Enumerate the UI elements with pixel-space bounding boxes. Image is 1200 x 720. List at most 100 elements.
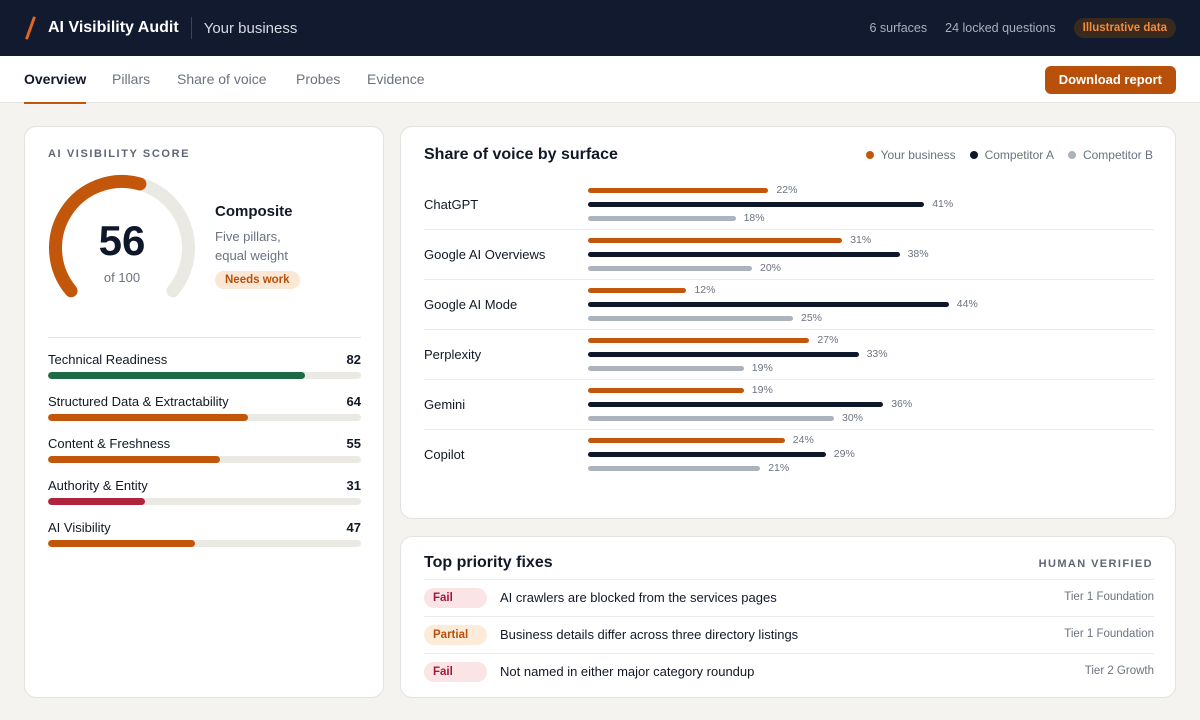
- sov-bar-value-label: 36%: [891, 398, 913, 410]
- sov-bar-value-label: 31%: [850, 234, 872, 246]
- pillar-track: [48, 372, 361, 379]
- legend-label: Your business: [880, 148, 956, 162]
- pillar-track: [48, 498, 361, 505]
- fixes-title: Top priority fixes: [424, 554, 553, 571]
- sov-bar: [588, 366, 744, 371]
- pillar-name: Technical Readiness: [48, 352, 168, 367]
- score-value: 56: [98, 217, 146, 264]
- logo-slash-icon: [24, 17, 36, 39]
- fix-status-badge: Partial: [424, 625, 487, 645]
- legend-your-business: Your business: [865, 148, 956, 162]
- pillar-fill: [48, 372, 305, 379]
- pillar-fill: [48, 456, 221, 463]
- sov-bar: [588, 266, 752, 271]
- sov-bar: [588, 238, 843, 243]
- fix-row[interactable]: Partial Business details differ across t…: [424, 616, 1154, 653]
- pillar-fill: [48, 414, 249, 421]
- locked-questions-count: 24 locked questions: [945, 21, 1056, 35]
- tab-evidence[interactable]: Evidence: [367, 71, 425, 87]
- sov-bar-value-label: 29%: [833, 448, 855, 460]
- sov-bar-value-label: 21%: [768, 462, 790, 474]
- priority-fixes-card: Top priority fixes HUMAN VERIFIED Fail A…: [400, 536, 1176, 698]
- score-eyebrow: AI VISIBILITY SCORE: [48, 148, 191, 160]
- sov-bar-value-label: 30%: [842, 412, 864, 424]
- sov-bar-value-label: 25%: [801, 312, 823, 324]
- header-meta: 6 surfaces 24 locked questions Illustrat…: [869, 18, 1176, 38]
- pillar-score: 82: [346, 352, 361, 367]
- fix-description: AI crawlers are blocked from the service…: [500, 590, 777, 605]
- pillar-fill: [48, 498, 146, 505]
- fix-status-badge: Fail: [424, 588, 487, 608]
- sov-row-gemini: Gemini 19% 36% 30%: [424, 380, 1154, 430]
- sov-bar-value-label: 18%: [743, 212, 765, 224]
- pillar-name: Authority & Entity: [48, 478, 148, 493]
- sov-bar-value-label: 33%: [866, 348, 888, 360]
- sov-surface-label: Gemini: [424, 397, 466, 412]
- sov-row-chatgpt: ChatGPT 22% 41% 18%: [424, 180, 1154, 230]
- status-badge: Needs work: [215, 271, 300, 289]
- pillar-technical-readiness: Technical Readiness 82: [48, 352, 361, 379]
- sov-bar: [588, 452, 826, 457]
- pillar-name: AI Visibility: [48, 520, 111, 535]
- sov-bar: [588, 466, 761, 471]
- fix-tier: Tier 2 Growth: [1084, 665, 1154, 677]
- pillar-fill: [48, 540, 196, 547]
- pillar-authority-entity: Authority & Entity 31: [48, 478, 361, 505]
- legend-dot: [969, 151, 978, 159]
- sov-bar-value-label: 19%: [751, 362, 773, 374]
- composite-title: Composite: [215, 203, 293, 220]
- share-of-voice-card: Share of voice by surface Your business …: [400, 126, 1176, 519]
- visibility-score-card: AI VISIBILITY SCORE 56 of 100 Composite …: [24, 126, 384, 698]
- composite-description: Five pillars, equal weight: [215, 227, 288, 265]
- fix-row[interactable]: Fail AI crawlers are blocked from the se…: [424, 579, 1154, 616]
- sov-bar: [588, 188, 769, 193]
- sov-bar-value-label: 22%: [776, 184, 798, 196]
- download-report-button[interactable]: Download report: [1044, 66, 1176, 94]
- surfaces-count: 6 surfaces: [869, 21, 928, 35]
- sov-bar-value-label: 24%: [792, 434, 814, 446]
- sov-bar: [588, 388, 744, 393]
- pillar-ai-visibility: AI Visibility 47: [48, 520, 361, 547]
- sov-bar: [588, 316, 793, 321]
- tab-overview[interactable]: Overview: [24, 56, 87, 104]
- sov-legend: Your business Competitor A Competitor B: [865, 148, 1153, 162]
- fix-tier: Tier 1 Foundation: [1064, 628, 1154, 640]
- pillar-score: 55: [346, 436, 361, 451]
- sov-bar-value-label: 27%: [817, 334, 839, 346]
- sov-bar: [588, 416, 834, 421]
- sov-surface-label: Perplexity: [424, 347, 482, 362]
- legend-competitor-a: Competitor A: [969, 148, 1054, 162]
- tab-share-of-voice[interactable]: Share of voice: [177, 71, 267, 87]
- pillar-score: 47: [346, 520, 361, 535]
- human-verified-label: HUMAN VERIFIED: [1038, 558, 1153, 570]
- legend-competitor-b: Competitor B: [1067, 148, 1153, 162]
- tab-probes[interactable]: Probes: [296, 71, 341, 87]
- legend-label: Competitor B: [1082, 148, 1153, 162]
- pillar-name: Structured Data & Extractability: [48, 394, 229, 409]
- sov-surface-label: Copilot: [424, 447, 465, 462]
- pillar-score: 31: [346, 478, 361, 493]
- fix-status-badge: Fail: [424, 662, 487, 682]
- sov-bar-value-label: 12%: [694, 284, 716, 296]
- sov-surface-label: Google AI Overviews: [424, 247, 546, 262]
- sov-bar: [588, 302, 949, 307]
- sov-bar: [588, 438, 785, 443]
- sov-row-google-ai-mode: Google AI Mode 12% 44% 25%: [424, 280, 1154, 330]
- legend-dot: [1067, 151, 1076, 159]
- tab-pillars[interactable]: Pillars: [112, 71, 151, 87]
- pillar-track: [48, 414, 361, 421]
- fix-row[interactable]: Fail Not named in either major category …: [424, 653, 1154, 690]
- pillar-score: 64: [346, 394, 361, 409]
- pillar-content-freshness: Content & Freshness 55: [48, 436, 361, 463]
- illustrative-data-badge: Illustrative data: [1073, 18, 1176, 38]
- sov-row-copilot: Copilot 24% 29% 21%: [424, 430, 1154, 480]
- composite-desc-line-1: Five pillars,: [215, 229, 281, 244]
- sov-bar: [588, 338, 810, 343]
- composite-desc-line-2: equal weight: [215, 248, 288, 263]
- legend-label: Competitor A: [984, 148, 1054, 162]
- sov-row-google-ai-overviews: Google AI Overviews 31% 38% 20%: [424, 230, 1154, 280]
- top-bar: AI Visibility Audit Your business 6 surf…: [0, 0, 1200, 56]
- score-divider: [48, 337, 361, 338]
- pillar-name: Content & Freshness: [48, 436, 171, 451]
- legend-dot: [865, 151, 874, 159]
